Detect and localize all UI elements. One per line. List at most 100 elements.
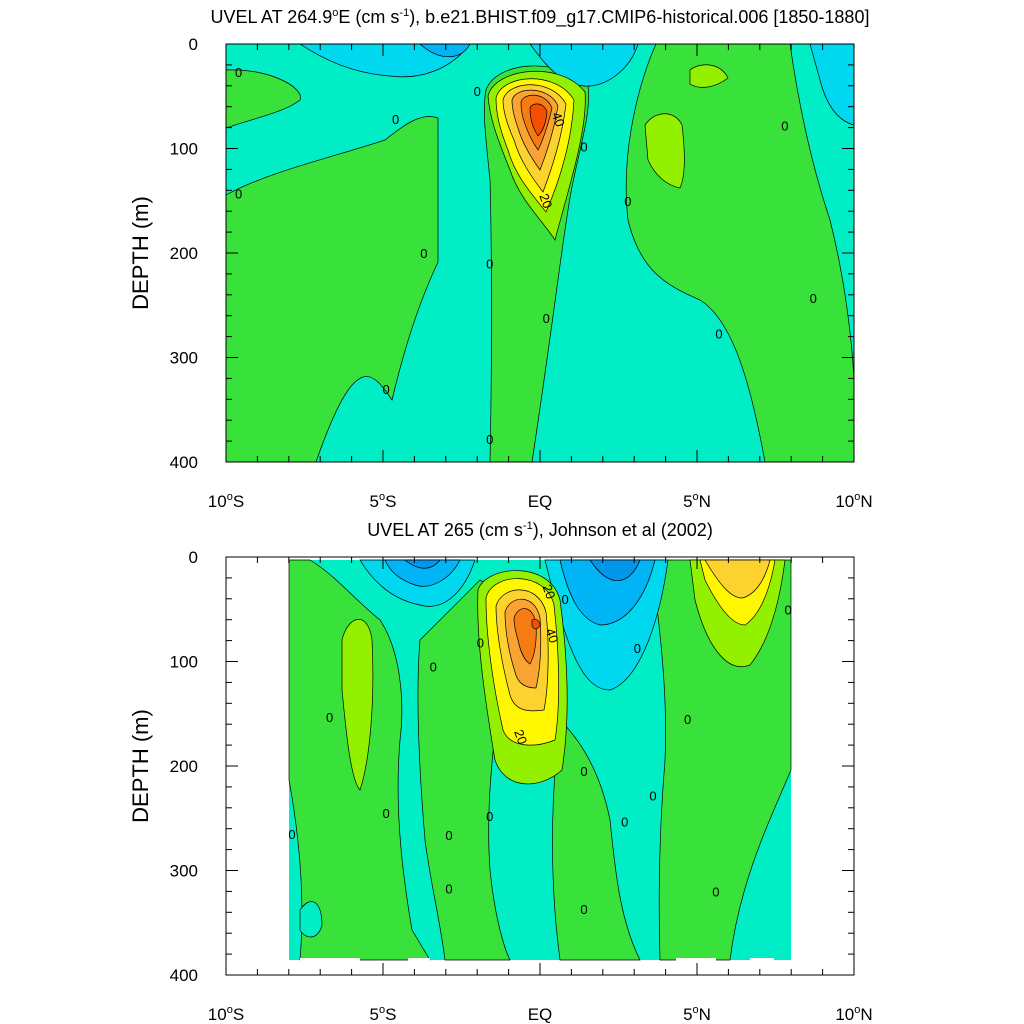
svg-text:0: 0 xyxy=(810,291,817,306)
contour-label: 0 xyxy=(624,194,631,209)
contour-label: 0 xyxy=(383,382,390,397)
positive-region xyxy=(341,619,374,791)
positive-region xyxy=(552,719,641,961)
no-data-gap xyxy=(676,958,716,976)
contour-label: 0 xyxy=(486,256,493,271)
svg-text:0: 0 xyxy=(235,186,242,201)
svg-text:0: 0 xyxy=(474,84,481,99)
positive-region xyxy=(649,559,792,961)
positive-region xyxy=(226,116,439,462)
svg-text:0: 0 xyxy=(621,814,628,829)
y-tick-label: 0 xyxy=(189,548,198,567)
svg-text:0: 0 xyxy=(235,65,242,80)
contour-label: 40 xyxy=(543,626,562,645)
x-tick-label: 5oN xyxy=(683,491,711,511)
svg-text:20: 20 xyxy=(536,192,555,211)
contour-label: 0 xyxy=(477,636,484,651)
contour-label: 0 xyxy=(784,602,791,617)
svg-text:0: 0 xyxy=(445,828,452,843)
positive-region xyxy=(226,69,301,129)
x-tick-label: 10oS xyxy=(208,491,244,511)
x-tick-label: 10oN xyxy=(835,1004,872,1024)
contour-label: 0 xyxy=(580,902,587,917)
svg-text:0: 0 xyxy=(712,884,719,899)
contour-label: 0 xyxy=(715,326,722,341)
contour-label: 0 xyxy=(326,710,333,725)
eucore-level xyxy=(531,618,541,630)
svg-text:40: 40 xyxy=(543,626,562,645)
contour-labels: 0 0 0 0 0 0 0 0 0 40 20 0 0 0 0 0 xyxy=(235,65,817,447)
negative-region xyxy=(404,559,441,569)
contour-fill xyxy=(226,44,854,462)
svg-text:0: 0 xyxy=(715,326,722,341)
svg-text:20: 20 xyxy=(511,728,530,747)
x-tick-label: 10oN xyxy=(835,491,872,511)
svg-text:0: 0 xyxy=(288,827,295,842)
panel-title: UVEL AT 264.9oE (cm s-1), b.e21.BHIST.f0… xyxy=(211,7,870,28)
y-axis-label: DEPTH (m) xyxy=(128,196,153,310)
x-tick-label: 5oN xyxy=(683,1004,711,1024)
svg-text:0: 0 xyxy=(326,710,333,725)
svg-text:0: 0 xyxy=(684,712,691,727)
no-data-gap xyxy=(750,958,774,976)
svg-text:0: 0 xyxy=(580,764,587,779)
svg-text:0: 0 xyxy=(580,902,587,917)
x-tick-label: EQ xyxy=(528,492,553,511)
contour-label: 0 xyxy=(235,65,242,80)
y-axis-label: DEPTH (m) xyxy=(128,709,153,823)
negative-region xyxy=(384,559,461,587)
contour-label: 20 xyxy=(536,192,555,211)
contour-label: 0 xyxy=(420,246,427,261)
contour-label: 0 xyxy=(684,712,691,727)
negative-region xyxy=(589,559,641,581)
x-tick-label: 10oS xyxy=(208,1004,244,1024)
x-tick-label: 5oS xyxy=(370,491,397,511)
contour-label: 0 xyxy=(649,788,656,803)
y-tick-label: 300 xyxy=(170,862,198,881)
positive-region xyxy=(299,901,323,938)
y-tick-label: 100 xyxy=(170,140,198,159)
svg-text:20: 20 xyxy=(539,582,558,601)
contour-fill xyxy=(288,559,792,961)
y-tick-label: 400 xyxy=(170,453,198,472)
positive-region xyxy=(689,64,729,88)
negative-region xyxy=(559,559,656,626)
panel-model: UVEL AT 264.9oE (cm s-1), b.e21.BHIST.f0… xyxy=(128,7,873,511)
eucore-level xyxy=(529,103,548,137)
contour-label: 0 xyxy=(486,432,493,447)
contour-label: 0 xyxy=(580,139,587,154)
x-tick-label: EQ xyxy=(528,1005,553,1024)
panel-observations: UVEL AT 265 (cm s-1), Johnson et al (200… xyxy=(128,520,873,1024)
y-tick-label: 100 xyxy=(170,653,198,672)
svg-text:0: 0 xyxy=(624,194,631,209)
svg-text:0: 0 xyxy=(477,636,484,651)
eastern-jet xyxy=(704,559,771,599)
contour-label: 0 xyxy=(392,112,399,127)
svg-text:0: 0 xyxy=(580,139,587,154)
panel-title: UVEL AT 265 (cm s-1), Johnson et al (200… xyxy=(367,520,713,540)
y-tick-label: 300 xyxy=(170,349,198,368)
svg-text:0: 0 xyxy=(445,881,452,896)
no-data-gap xyxy=(300,958,360,976)
svg-text:0: 0 xyxy=(420,246,427,261)
contour-label: 0 xyxy=(543,311,550,326)
contour-label: 0 xyxy=(712,884,719,899)
y-tick-label: 0 xyxy=(189,35,198,54)
contour-label: 0 xyxy=(383,806,390,821)
contour-label: 0 xyxy=(288,827,295,842)
no-data-gap xyxy=(408,958,430,976)
svg-text:0: 0 xyxy=(562,592,569,607)
y-tick-label: 200 xyxy=(170,244,198,263)
svg-text:0: 0 xyxy=(486,256,493,271)
svg-text:40: 40 xyxy=(549,110,568,129)
contour-label: 0 xyxy=(235,186,242,201)
contour-label: 0 xyxy=(486,809,493,824)
contour-label: 0 xyxy=(621,814,628,829)
svg-text:0: 0 xyxy=(543,311,550,326)
contour-label: 0 xyxy=(445,828,452,843)
y-tick-label: 200 xyxy=(170,757,198,776)
svg-text:0: 0 xyxy=(784,602,791,617)
contour-label: 0 xyxy=(445,881,452,896)
no-data-gap xyxy=(628,966,642,976)
